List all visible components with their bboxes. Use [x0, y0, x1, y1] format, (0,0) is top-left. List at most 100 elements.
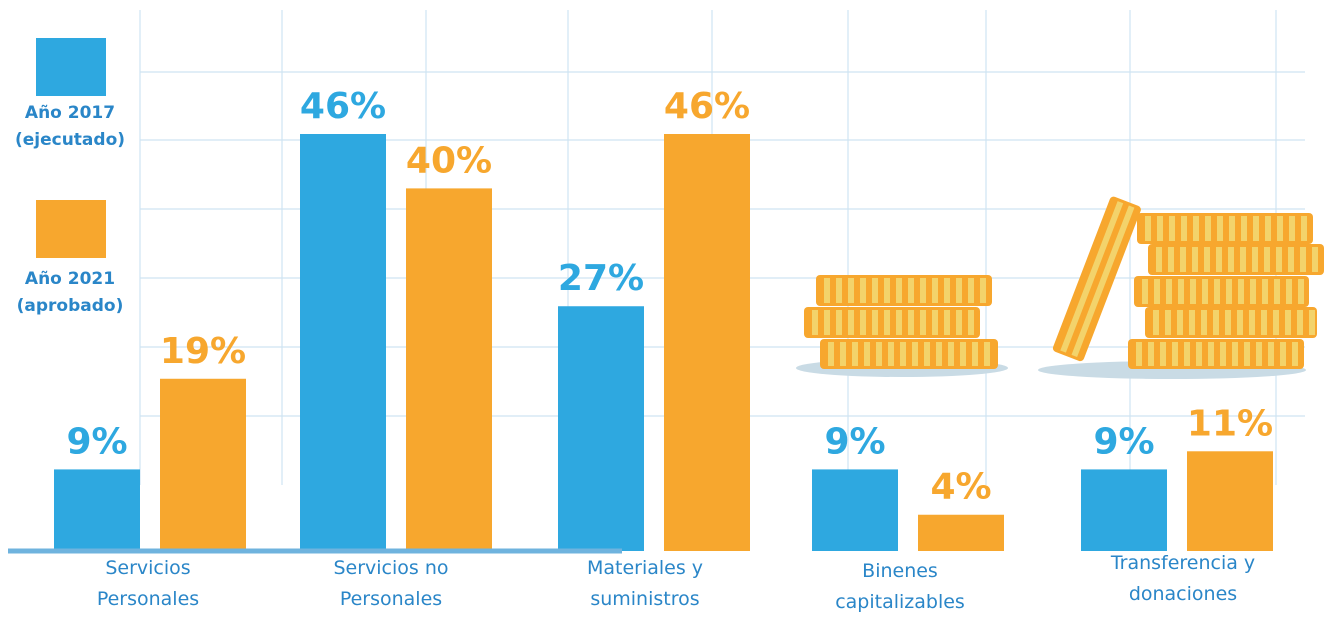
coin-stripe [1166, 279, 1172, 304]
coin-stripe [972, 342, 978, 366]
category-label-line: Materiales y [586, 557, 704, 579]
coin-body [1128, 339, 1304, 369]
coin-stripe [852, 342, 858, 366]
coin-stripe [840, 342, 846, 366]
legend-label-2017: Año 2017 (ejecutado) [0, 100, 140, 154]
coin-stripe [884, 278, 890, 303]
coin-stripe [908, 278, 914, 303]
coin-stripe [1237, 310, 1243, 335]
coin-stripe [936, 342, 942, 366]
coin-stripe [872, 278, 878, 303]
coin-stripe [948, 342, 954, 366]
coin-stripe [920, 310, 926, 335]
bar-2021 [160, 378, 246, 551]
coin [820, 339, 998, 369]
coin-stripe [1196, 342, 1202, 366]
coin-stripe [1165, 310, 1171, 335]
coin [816, 275, 992, 306]
bar-2017 [300, 134, 386, 551]
coin-stripe [1289, 216, 1295, 241]
coin-stripe [1301, 216, 1307, 241]
data-label: 9% [824, 421, 885, 462]
coin-body [820, 339, 998, 369]
coin-stripe [1288, 247, 1294, 272]
coin-stripe [836, 310, 842, 335]
coin-stripe [984, 342, 990, 366]
coin-stripe [1280, 342, 1286, 366]
coin-stripe [1153, 310, 1159, 335]
coin-stripe [1249, 310, 1255, 335]
coin-stripe [848, 310, 854, 335]
category-label-line: Servicios no [333, 557, 449, 579]
coin-stripe [1229, 216, 1235, 241]
coin-stripe [888, 342, 894, 366]
tilted-coin [1052, 196, 1141, 362]
coin-decorations [796, 196, 1324, 379]
coin-stripe [872, 310, 878, 335]
coin-stripe [1157, 216, 1163, 241]
coin-stripe [944, 278, 950, 303]
coin-stripe [1273, 310, 1279, 335]
coin-stripe [824, 278, 830, 303]
coin-stripe [1250, 279, 1256, 304]
coin-stripe [1292, 342, 1298, 366]
coin-stripe [1232, 342, 1238, 366]
coin-stripe [1252, 247, 1258, 272]
data-label: 4% [930, 467, 991, 508]
coin-stripe [1189, 310, 1195, 335]
coin-stripe [896, 310, 902, 335]
coin-stripe [924, 342, 930, 366]
coin-stripe [1256, 342, 1262, 366]
coin-stripe [1180, 247, 1186, 272]
bars [54, 134, 1273, 552]
data-label: 46% [664, 86, 750, 127]
coin-stripe [1226, 279, 1232, 304]
bar-2021 [406, 188, 492, 552]
coin [1145, 307, 1317, 338]
coin-stack-icon [1038, 196, 1324, 379]
coin-stripe [1312, 247, 1318, 272]
coin-stripe [860, 278, 866, 303]
coin-stripe [1298, 279, 1304, 304]
coin-stripe [1071, 205, 1135, 357]
bar-2017 [54, 469, 140, 551]
coin-stripe [1156, 247, 1162, 272]
coin-stripe [1190, 279, 1196, 304]
coin-stripe [944, 310, 950, 335]
coin-body [816, 275, 992, 306]
coin-stripe [1238, 279, 1244, 304]
coin-stripe [1145, 216, 1151, 241]
category-label: Binenes capitalizables [810, 556, 990, 618]
coin-stripe [1285, 310, 1291, 335]
category-label-line: Personales [96, 588, 200, 610]
coin [1148, 244, 1324, 275]
coin-stripe [1268, 342, 1274, 366]
data-label: 40% [406, 140, 492, 181]
category-label: Servicios Personales [58, 553, 238, 615]
category-label: Materiales y suministros [555, 553, 735, 615]
coin-body [1134, 276, 1309, 307]
bar-2017 [558, 306, 644, 551]
coin-stripe [1201, 310, 1207, 335]
legend-label-line1: Año 2017 [24, 103, 116, 123]
coin-stripe [932, 278, 938, 303]
coin-stripe [1240, 247, 1246, 272]
coin-stripe [1220, 342, 1226, 366]
coin-stripe [1177, 310, 1183, 335]
coin-stripe [1142, 279, 1148, 304]
coin-stripe [956, 278, 962, 303]
coin-stripe [1208, 342, 1214, 366]
coin-stripe [1193, 216, 1199, 241]
bar-2021 [918, 514, 1004, 551]
coin-stripe [968, 278, 974, 303]
coin-stripe [1204, 247, 1210, 272]
coin [1052, 196, 1141, 362]
coin-stripe [1214, 279, 1220, 304]
coin-stripe [1265, 216, 1271, 241]
coin-stripe [968, 310, 974, 335]
coin-stripe [960, 342, 966, 366]
coin-stripe [932, 310, 938, 335]
category-label: Servicios no Personales [301, 553, 481, 615]
legend-swatch-2021 [36, 200, 106, 258]
